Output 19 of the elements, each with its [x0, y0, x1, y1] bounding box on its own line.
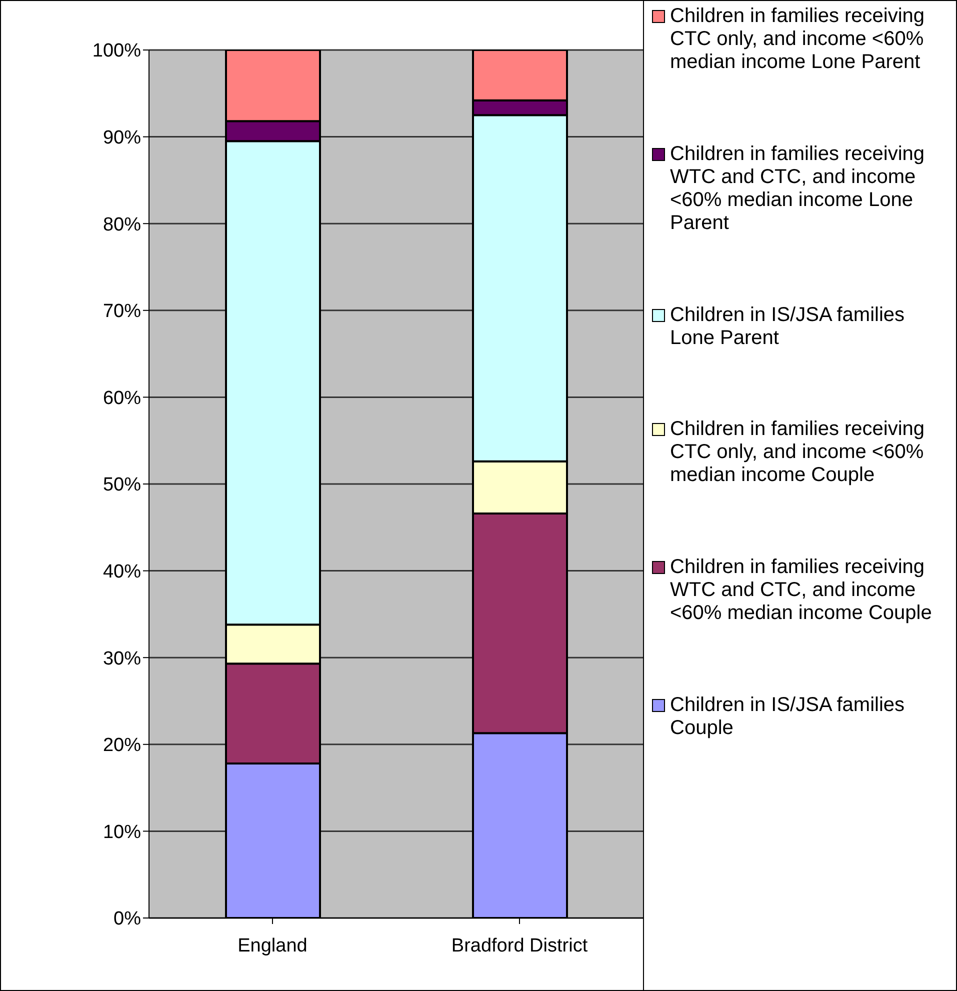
x-tick-label: Bradford District	[451, 935, 588, 956]
y-tick-label: 30%	[102, 648, 142, 670]
x-tick-label: England	[238, 935, 308, 956]
y-tick-label: 80%	[102, 214, 142, 236]
legend-label: Children in families receiving WTC and CTC, and income <60% median income Lone Parent	[670, 142, 926, 235]
y-tick-label: 100%	[92, 40, 142, 62]
y-tick-label: 20%	[102, 735, 142, 756]
legend-label: Children in families receiving CTC only, and income <60% median income Couple	[670, 418, 926, 488]
y-tick-label: 10%	[102, 822, 142, 843]
legend-label: Children in families receiving CTC only, and income <60% median income Lone Parent	[670, 5, 926, 74]
y-tick-label: 60%	[102, 388, 142, 409]
y-tick-label: 90%	[102, 128, 142, 149]
y-tick-label: 50%	[102, 474, 142, 496]
legend-label: Children in IS/JSA families Lone Parent	[670, 304, 906, 350]
legend-label: Children in IS/JSA families Couple	[670, 694, 906, 740]
y-tick-label: 40%	[102, 562, 142, 583]
y-tick-label: 0%	[114, 908, 142, 930]
y-tick-label: 70%	[102, 301, 142, 322]
legend-label: Children in families receiving WTC and CTC, and income <60% median income Couple	[670, 556, 933, 626]
